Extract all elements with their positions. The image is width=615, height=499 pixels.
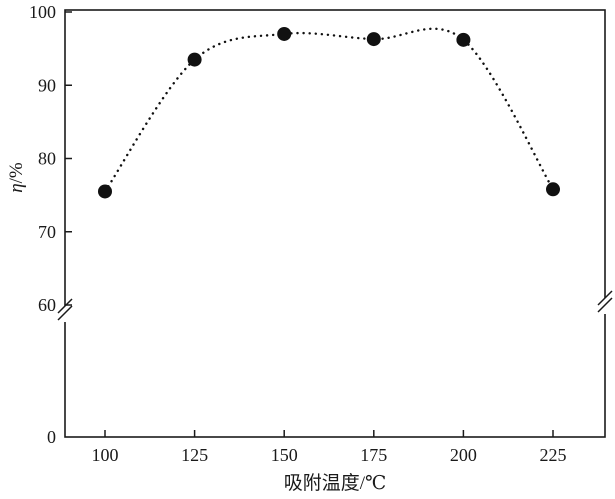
x-tick-label: 200 [450, 445, 477, 465]
left-break-slash [57, 298, 73, 314]
data-point [98, 184, 112, 199]
data-series [98, 26, 560, 199]
data-point [546, 182, 560, 197]
data-point [277, 26, 292, 41]
data-point [456, 32, 471, 47]
left-break-slash [57, 305, 73, 321]
plot-border [64, 9, 606, 438]
x-tick-label: 125 [181, 445, 208, 465]
dotted-trend-line [103, 27, 555, 193]
axis-break-marks [57, 290, 613, 322]
data-point [366, 32, 381, 47]
data-point [187, 52, 202, 67]
y-tick-label: 0 [47, 427, 56, 447]
right-break-slash [597, 297, 613, 313]
y-tick-label: 60 [38, 295, 56, 315]
y-tick-label: 70 [38, 222, 56, 242]
x-tick-label: 175 [360, 445, 387, 465]
y-tick-label: 80 [38, 149, 56, 169]
axis-ticks [65, 11, 554, 437]
y-tick-label: 100 [29, 2, 56, 22]
right-break-slash [597, 290, 613, 306]
x-tick-label: 100 [92, 445, 119, 465]
x-axis-title: 吸附温度/℃ [284, 472, 387, 494]
x-tick-label: 225 [540, 445, 567, 465]
y-axis-title: η/% [6, 162, 27, 193]
x-tick-label: 150 [271, 445, 298, 465]
y-tick-label: 90 [38, 75, 56, 95]
plot-frame [64, 9, 606, 438]
axis-labels: 60 70 80 90 100 0 100 125 150 175 200 225 吸附温度/℃ η/% [6, 2, 567, 494]
